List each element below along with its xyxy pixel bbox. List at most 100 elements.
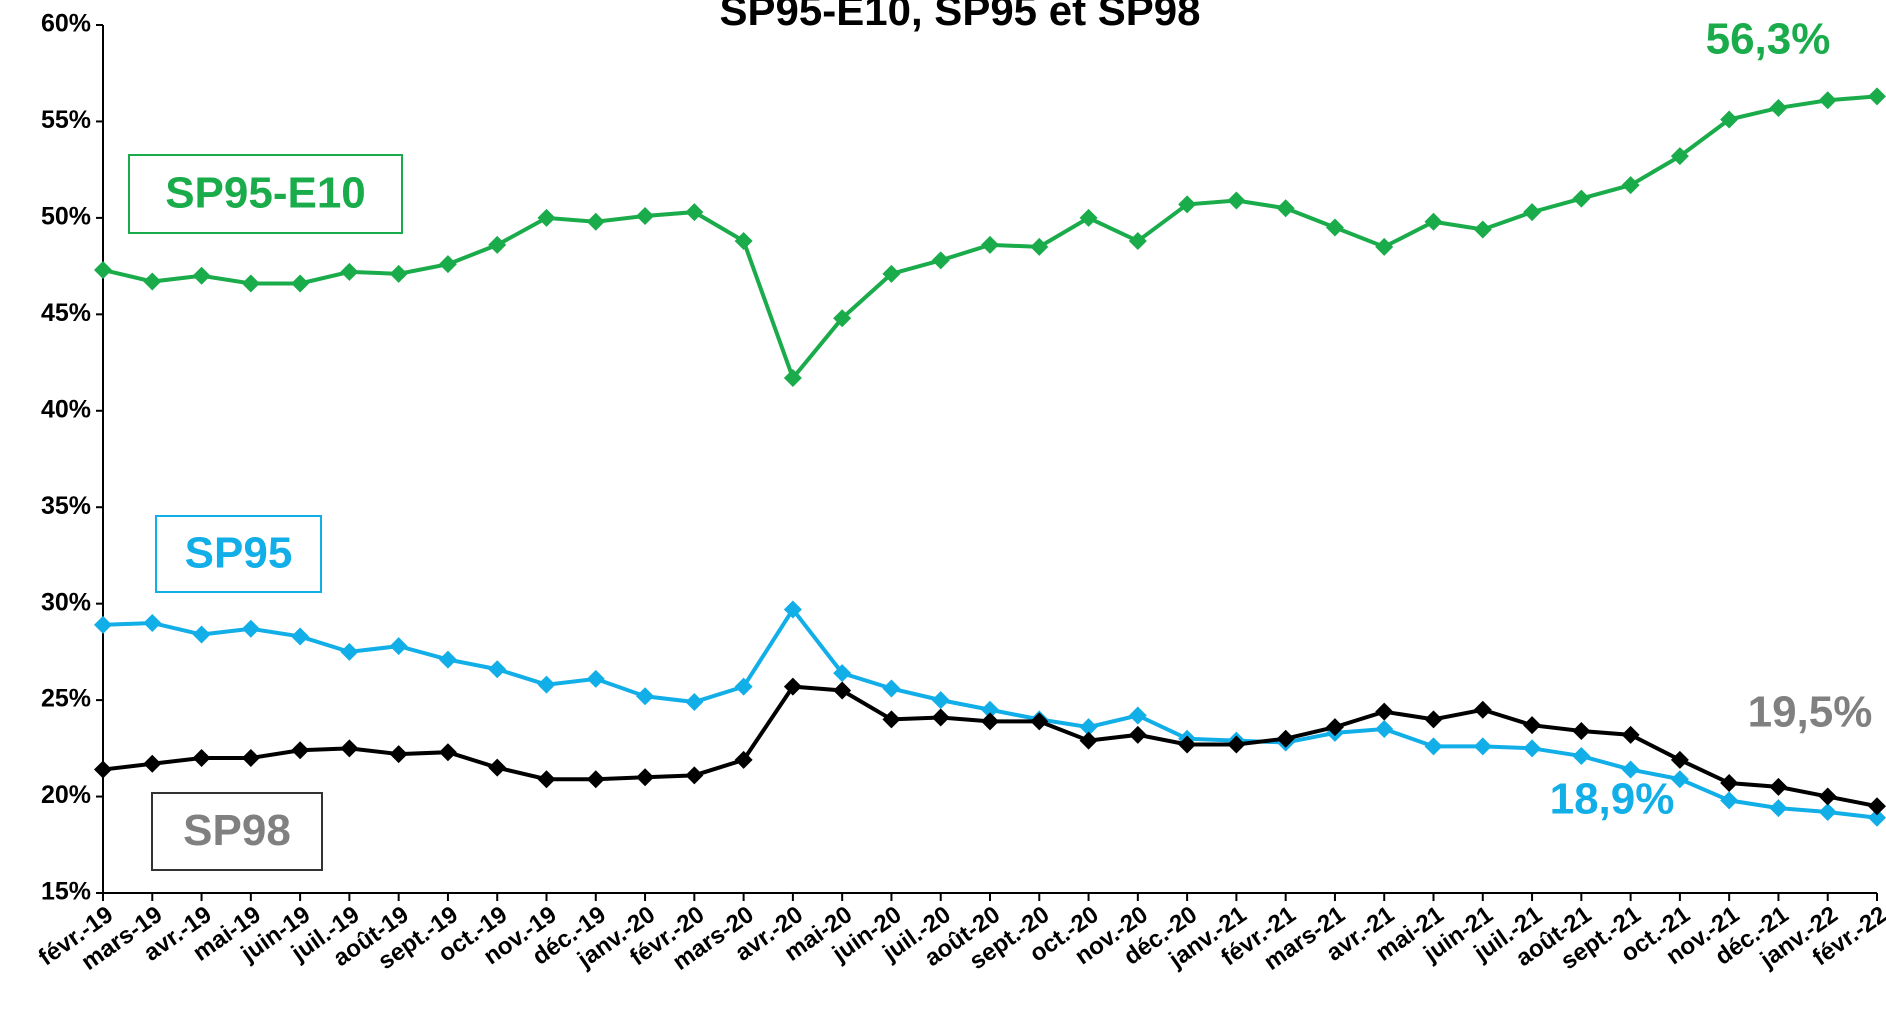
marker bbox=[981, 712, 999, 731]
marker bbox=[1572, 189, 1591, 208]
marker bbox=[1473, 220, 1492, 239]
marker bbox=[1375, 720, 1394, 739]
marker bbox=[636, 206, 655, 225]
marker bbox=[241, 619, 260, 638]
marker bbox=[488, 235, 507, 254]
marker bbox=[1868, 808, 1886, 827]
marker bbox=[1079, 208, 1098, 227]
marker bbox=[1670, 770, 1689, 789]
marker bbox=[833, 309, 852, 328]
marker bbox=[488, 660, 507, 679]
marker bbox=[783, 368, 802, 387]
y-tick-label: 30% bbox=[41, 588, 91, 616]
marker bbox=[1030, 237, 1049, 256]
marker bbox=[241, 748, 260, 767]
marker bbox=[734, 677, 753, 696]
marker bbox=[389, 264, 408, 283]
marker bbox=[685, 203, 704, 222]
marker bbox=[586, 770, 605, 789]
marker bbox=[389, 745, 408, 764]
value-label: 18,9% bbox=[1550, 775, 1675, 824]
marker bbox=[783, 600, 802, 619]
marker bbox=[931, 691, 950, 710]
value-label: 56,3% bbox=[1706, 15, 1831, 64]
marker bbox=[143, 272, 162, 291]
marker bbox=[1325, 718, 1344, 737]
marker bbox=[1375, 702, 1394, 721]
marker bbox=[685, 693, 704, 712]
marker bbox=[734, 750, 753, 769]
marker bbox=[1621, 725, 1640, 744]
marker bbox=[1818, 91, 1837, 110]
marker bbox=[488, 758, 507, 777]
value-label: 19,5% bbox=[1748, 688, 1873, 737]
marker bbox=[143, 613, 162, 632]
marker bbox=[1030, 712, 1049, 731]
chart-title: SP95-E10, SP95 et SP98 bbox=[720, 0, 1201, 34]
marker bbox=[1818, 802, 1837, 821]
marker bbox=[1227, 735, 1246, 754]
marker bbox=[1424, 737, 1443, 756]
marker bbox=[340, 642, 359, 661]
marker bbox=[291, 627, 310, 646]
marker bbox=[586, 669, 605, 688]
marker bbox=[241, 274, 260, 293]
legend-label: SP98 bbox=[183, 806, 291, 855]
marker bbox=[1128, 706, 1147, 725]
marker bbox=[389, 637, 408, 656]
y-tick-label: 35% bbox=[41, 492, 91, 520]
marker bbox=[291, 741, 310, 760]
legend-box bbox=[155, 515, 322, 593]
marker bbox=[438, 650, 457, 669]
marker bbox=[1375, 237, 1394, 256]
marker bbox=[636, 687, 655, 706]
marker bbox=[833, 664, 852, 683]
legend-label: SP95-E10 bbox=[165, 169, 366, 218]
marker bbox=[981, 235, 999, 254]
marker bbox=[1720, 774, 1739, 793]
marker bbox=[783, 677, 802, 696]
marker bbox=[94, 615, 112, 634]
marker bbox=[94, 260, 112, 279]
y-tick-label: 60% bbox=[41, 10, 91, 38]
marker bbox=[1079, 731, 1098, 750]
marker bbox=[1523, 716, 1542, 735]
marker bbox=[882, 679, 901, 698]
y-tick-label: 20% bbox=[41, 781, 91, 809]
marker bbox=[1128, 232, 1147, 251]
marker bbox=[1621, 760, 1640, 779]
marker bbox=[1178, 735, 1197, 754]
marker bbox=[1276, 729, 1295, 748]
marker bbox=[981, 700, 999, 719]
marker bbox=[143, 754, 162, 773]
marker bbox=[1621, 176, 1640, 195]
legend-label: SP95 bbox=[185, 529, 293, 578]
marker bbox=[340, 262, 359, 281]
marker bbox=[1720, 110, 1739, 129]
marker bbox=[1818, 787, 1837, 806]
marker bbox=[1720, 791, 1739, 810]
marker bbox=[1473, 737, 1492, 756]
marker bbox=[1769, 799, 1788, 818]
legend-box bbox=[151, 792, 323, 871]
y-tick-label: 55% bbox=[41, 106, 91, 134]
marker bbox=[1523, 203, 1542, 222]
marker bbox=[1424, 710, 1443, 729]
marker bbox=[1670, 147, 1689, 166]
marker bbox=[1079, 718, 1098, 737]
legend-box bbox=[128, 154, 403, 234]
marker bbox=[1276, 199, 1295, 218]
marker bbox=[537, 675, 556, 694]
marker bbox=[1670, 750, 1689, 769]
marker bbox=[586, 212, 605, 231]
marker bbox=[685, 766, 704, 785]
y-tick-label: 15% bbox=[41, 878, 91, 906]
y-tick-label: 25% bbox=[41, 685, 91, 713]
marker bbox=[438, 255, 457, 274]
marker bbox=[94, 760, 112, 779]
marker bbox=[438, 743, 457, 762]
marker bbox=[1178, 195, 1197, 214]
marker bbox=[1572, 721, 1591, 740]
marker bbox=[1868, 797, 1886, 816]
